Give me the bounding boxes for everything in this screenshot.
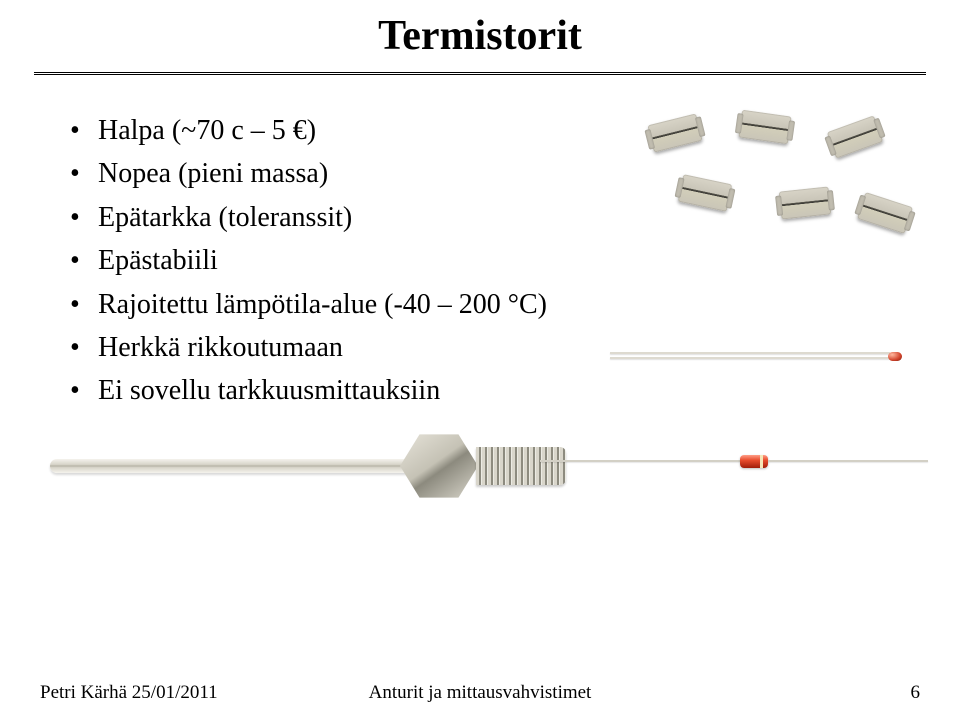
content-area: Halpa (~70 c – 5 €) Nopea (pieni massa) …	[0, 75, 960, 413]
smd-chip-icon	[738, 110, 791, 145]
footer-page-number: 6	[911, 682, 921, 704]
bullet-item: Epätarkka (toleranssit)	[70, 196, 590, 239]
footer-title: Anturit ja mittausvahvistimet	[40, 682, 920, 704]
lead-wire-icon	[610, 357, 890, 359]
bolt-hex-icon	[400, 433, 478, 499]
smd-chip-icon	[827, 115, 884, 158]
axial-lead-right-icon	[768, 460, 928, 462]
lead-wire-icon	[610, 352, 890, 354]
slide-page: Termistorit Halpa (~70 c – 5 €) Nopea (p…	[0, 0, 960, 718]
smd-chip-icon	[779, 186, 832, 219]
footer: Petri Kärhä 25/01/2011 Anturit ja mittau…	[40, 682, 920, 704]
axial-thermistor-photo	[540, 450, 930, 480]
thermistor-bead-icon	[888, 352, 902, 361]
axial-body-icon	[740, 455, 768, 468]
bullet-item: Herkkä rikkoutumaan	[70, 326, 590, 369]
bolt-thermistor-photo	[50, 415, 570, 535]
bullet-item: Rajoitettu lämpötila-alue (-40 – 200 °C)	[70, 283, 590, 326]
bullet-list: Halpa (~70 c – 5 €) Nopea (pieni massa) …	[70, 109, 590, 413]
bead-thermistor-photo	[610, 344, 940, 368]
bullet-item: Ei sovellu tarkkuusmittauksiin	[70, 369, 590, 412]
images-column	[590, 109, 926, 413]
bullet-item: Epästabiili	[70, 239, 590, 282]
bullet-item: Halpa (~70 c – 5 €)	[70, 109, 590, 152]
bolt-cable-icon	[50, 459, 410, 473]
smd-chip-icon	[647, 113, 702, 152]
axial-band-icon	[760, 455, 763, 468]
axial-lead-left-icon	[540, 460, 740, 462]
smd-chips-photo	[620, 109, 930, 259]
smd-chip-icon	[857, 192, 913, 234]
page-title: Termistorit	[0, 0, 960, 60]
bullet-item: Nopea (pieni massa)	[70, 152, 590, 195]
bullets-column: Halpa (~70 c – 5 €) Nopea (pieni massa) …	[70, 109, 590, 413]
smd-chip-icon	[678, 174, 733, 212]
